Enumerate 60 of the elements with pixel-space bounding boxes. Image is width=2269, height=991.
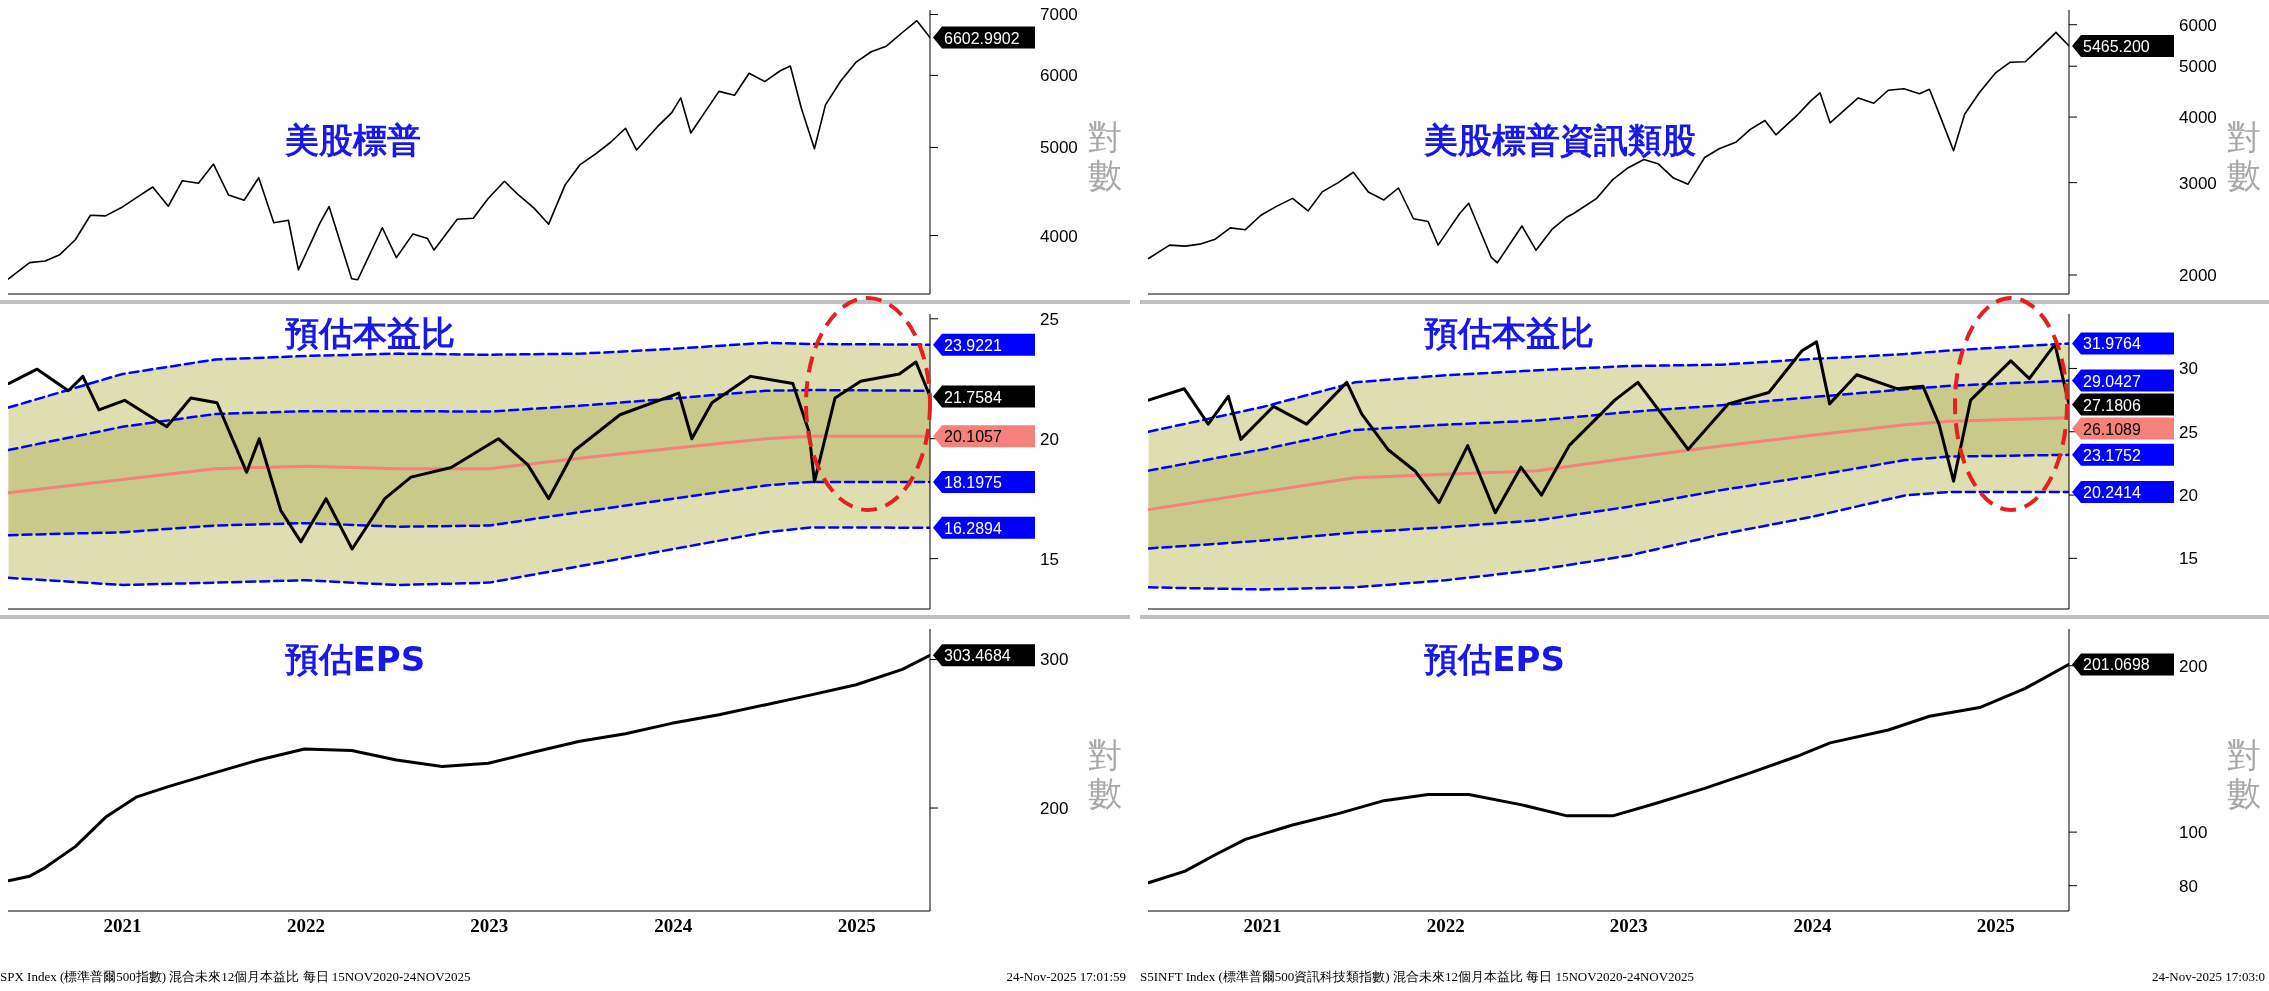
data-label: 31.9764 [2083,335,2141,353]
y-tick-label: 25 [1040,309,1059,329]
y-tick-label: 20 [2179,486,2198,506]
data-label: 29.0427 [2083,372,2141,390]
y-tick-label: 15 [2179,549,2198,569]
data-label: 23.1752 [2083,446,2141,464]
x-tick-label: 2021 [103,915,142,937]
y-tick-label: 5000 [1040,138,1078,158]
y-tick-label: 20 [1040,429,1059,449]
x-tick-label: 2025 [1976,915,2015,937]
text: 美股標普 [284,118,421,162]
x-tick-label: 2024 [1793,915,1833,937]
y-tick-label: 4000 [2179,108,2217,128]
data-label: 16.2894 [944,519,1002,537]
x-tick-label: 2025 [837,915,876,937]
text: 24-Nov-2025 17:03:0 [2151,969,2265,985]
y-tick-label: 30 [2179,359,2198,379]
data-label: 6602.9902 [944,29,1020,47]
y-tick-label: 6000 [2179,15,2217,35]
data-label: 26.1089 [2083,420,2141,438]
data-label: 20.1057 [944,428,1002,446]
data-label: 20.2414 [2083,484,2141,501]
chart-title: 預估EPS [1424,638,1565,682]
y-tick-label: 100 [2179,823,2208,843]
y-tick-label: 7000 [1040,5,1078,25]
y-axis-title: 對數 [1088,735,1122,814]
y-tick-label: 200 [1040,799,1069,819]
data-label: 18.1975 [944,473,1002,491]
y-tick-label: 15 [1040,549,1059,569]
y-tick-label: 3000 [2179,173,2217,193]
text: 美股標普資訊類股 [1424,118,1697,162]
data-label: 5465.200 [2083,37,2150,55]
x-tick-label: 2023 [1609,915,1648,937]
data-label: 201.0698 [2083,656,2150,674]
y-tick-label: 6000 [1040,66,1078,86]
chart-title: 預估本益比 [284,312,455,356]
chart-title: 預估本益比 [1424,312,1595,356]
data-label: 21.7584 [944,388,1002,406]
x-tick-label: 2024 [654,915,693,937]
y-tick-label: 80 [2179,876,2198,896]
x-tick-label: 2022 [1426,915,1465,937]
data-label: 27.1806 [2083,396,2141,414]
y-tick-label: 25 [2179,422,2198,442]
text: SPX Index (標準普爾500指數) 混合未來12個月本益比 每日 15NOV2020-24NOV2025 [0,968,471,986]
text: S5INFT Index (標準普爾500資訊科技類指數) 混合未來12個月本益比 每日 15NOV2020-24NOV2025 [1140,968,1695,986]
y-axis-title: 對數 [1088,116,1122,195]
y-tick-label: 2000 [2179,266,2217,285]
x-tick-label: 2021 [1243,915,1282,937]
x-tick-label: 2022 [286,915,325,937]
text: 24-Nov-2025 17:01:59 [1006,969,1126,985]
y-tick-label: 5000 [2179,57,2217,77]
y-tick-label: 300 [1040,650,1069,670]
y-tick-label: 4000 [1040,226,1078,246]
y-tick-label: 200 [2179,656,2208,676]
y-axis-title: 對數 [2227,735,2261,814]
data-label: 23.9221 [944,336,1002,354]
data-label: 303.4684 [944,647,1011,665]
y-axis-title: 對數 [2227,116,2261,195]
x-tick-label: 2023 [470,915,509,937]
chart-title: 預估EPS [284,638,426,682]
